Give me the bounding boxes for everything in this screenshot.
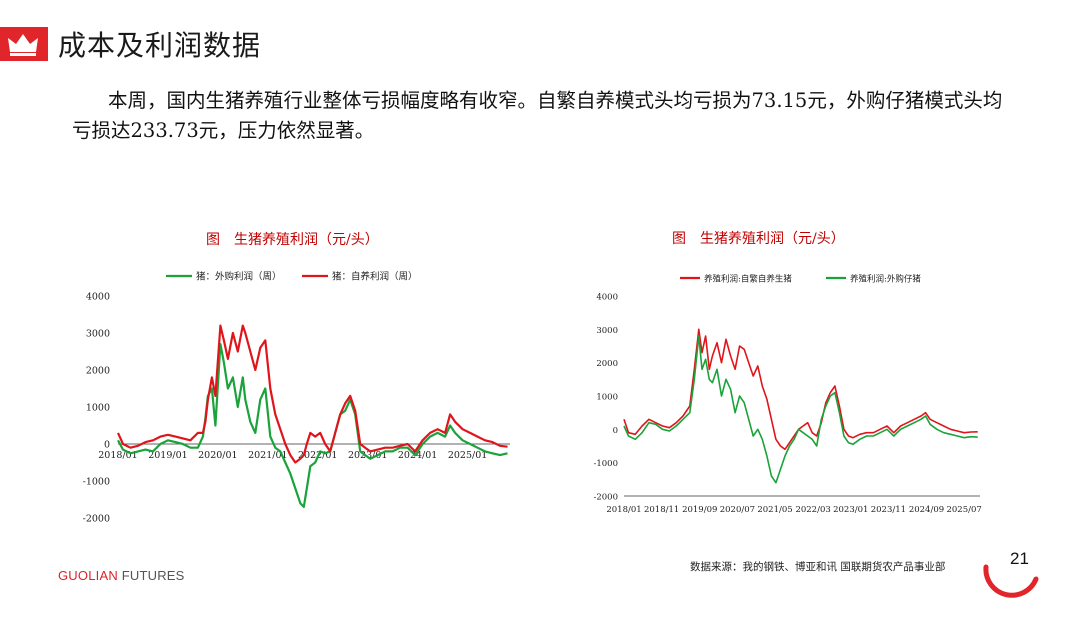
y-tick-label: 2000 [596, 359, 618, 369]
y-tick-label: 3000 [86, 329, 110, 340]
series-line-1 [117, 342, 508, 508]
x-tick-label: 2021/05 [757, 505, 792, 515]
brand-main: GUOLIAN [58, 568, 118, 583]
x-tick-label: 2025/01 [448, 450, 487, 461]
x-tick-label: 2019/09 [682, 505, 717, 515]
x-tick-label: 2023/01 [833, 505, 868, 515]
x-tick-label: 2020/01 [198, 450, 237, 461]
x-tick-label: 2018/11 [644, 505, 679, 515]
x-tick-label: 2021/01 [248, 450, 287, 461]
x-tick-label: 2018/01 [606, 505, 641, 515]
y-tick-label: -2000 [593, 493, 618, 503]
y-tick-label: 0 [104, 440, 110, 451]
legend-label-2: 养殖利润:外购仔猪 [850, 274, 921, 285]
x-tick-label: 2025/07 [946, 505, 981, 515]
header-accent-bar [0, 27, 48, 61]
chart-2-title: 图 生猪养殖利润（元/头） [672, 231, 845, 247]
y-tick-label: 2000 [86, 366, 110, 377]
y-tick-label: 3000 [596, 326, 618, 336]
summary-paragraph: 本周，国内生猪养殖行业整体亏损幅度略有收窄。自繁自养模式头均亏损为73.15元，… [72, 89, 1003, 142]
y-tick-label: 4000 [86, 292, 110, 303]
page-number: 21 [1010, 549, 1029, 568]
x-tick-label: 2023/11 [871, 505, 906, 515]
x-tick-label: 2023/01 [348, 450, 387, 461]
legend-label-2: 猪：自养利润（周） [332, 271, 418, 283]
chart-1: 猪：外购利润（周） 猪：自养利润（周） 4000 3000 2000 1000 0 -1000… [83, 271, 510, 525]
data-source-note: 数据来源：我的钢铁、博亚和讯 国联期货农产品事业部 [690, 561, 946, 573]
legend-label-1: 猪：外购利润（周） [196, 271, 282, 283]
chart-2: 养殖利润:自繁自养生猪 养殖利润:外购仔猪 4000 3000 2000 1000 0 -10… [593, 274, 981, 516]
chart-1-title: 图 生猪养殖利润（元/头） [206, 232, 379, 248]
y-tick-label: -2000 [83, 514, 110, 525]
series-line-2 [623, 335, 978, 484]
legend-label-1: 养殖利润:自繁自养生猪 [704, 274, 792, 285]
x-tick-label: 2024/09 [909, 505, 944, 515]
crown-icon [8, 34, 38, 56]
y-tick-label: -1000 [83, 477, 110, 488]
y-tick-label: -1000 [593, 459, 618, 469]
series-line-2 [116, 324, 508, 464]
x-tick-label: 2024/01 [398, 450, 437, 461]
series-line-1 [623, 328, 978, 451]
page-number-swoosh-icon [983, 564, 1039, 598]
y-tick-label: 1000 [86, 403, 110, 414]
x-tick-label: 2019/01 [148, 450, 187, 461]
y-tick-label: 4000 [596, 293, 618, 303]
page-title: 成本及利润数据 [58, 29, 262, 62]
x-tick-label: 2018/01 [98, 450, 137, 461]
y-tick-label: 0 [613, 426, 618, 436]
brand-logo-text: GUOLIAN FUTURES [58, 568, 185, 583]
x-tick-label: 2020/07 [720, 505, 755, 515]
y-tick-label: 1000 [596, 393, 618, 403]
brand-light: FUTURES [117, 568, 185, 583]
x-tick-label: 2022/03 [795, 505, 830, 515]
